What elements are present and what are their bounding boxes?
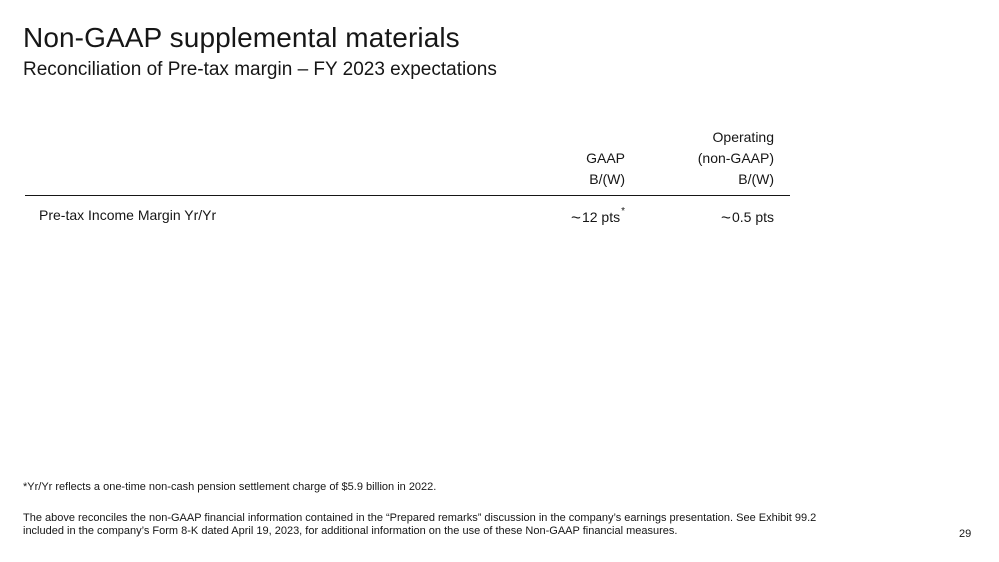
gaap-column-header: GAAP B/(W) [586, 148, 625, 190]
disclaimer-line-1: The above reconciles the non-GAAP financ… [23, 512, 817, 524]
operating-value: ~0.5 pts [721, 207, 774, 227]
operating-header-line1: Operating [712, 129, 774, 145]
disclaimer-line-2: included in the company’s Form 8-K dated… [23, 525, 678, 537]
approx-tilde: ~ [571, 208, 581, 227]
approx-tilde: ~ [721, 208, 731, 227]
gaap-header-line1: GAAP [586, 150, 625, 166]
gaap-value: ~12 pts* [571, 206, 625, 227]
table-row: Pre-tax Income Margin Yr/Yr ~12 pts* ~0.… [25, 196, 790, 232]
operating-column-header: Operating (non-GAAP) B/(W) [698, 127, 774, 190]
non-gaap-disclaimer: The above reconciles the non-GAAP financ… [23, 512, 933, 538]
slide-title: Non-GAAP supplemental materials [23, 22, 460, 53]
page-number: 29 [959, 528, 972, 540]
footnote-asterisk: * [621, 206, 625, 218]
operating-header-line2: (non-GAAP) [697, 150, 774, 166]
table-header: GAAP B/(W) Operating (non-GAAP) B/(W) [25, 128, 790, 196]
asterisk-footnote: *Yr/Yr reflects a one-time non-cash pens… [23, 481, 437, 493]
operating-value-text: 0.5 pts [731, 209, 774, 225]
gaap-value-text: 12 pts [581, 209, 621, 225]
slide-subtitle: Reconciliation of Pre-tax margin – FY 20… [23, 59, 497, 80]
reconciliation-table: GAAP B/(W) Operating (non-GAAP) B/(W) Pr… [25, 128, 790, 232]
row-label: Pre-tax Income Margin Yr/Yr [39, 207, 217, 223]
gaap-header-line2: B/(W) [589, 171, 625, 187]
operating-header-line3: B/(W) [738, 171, 774, 187]
